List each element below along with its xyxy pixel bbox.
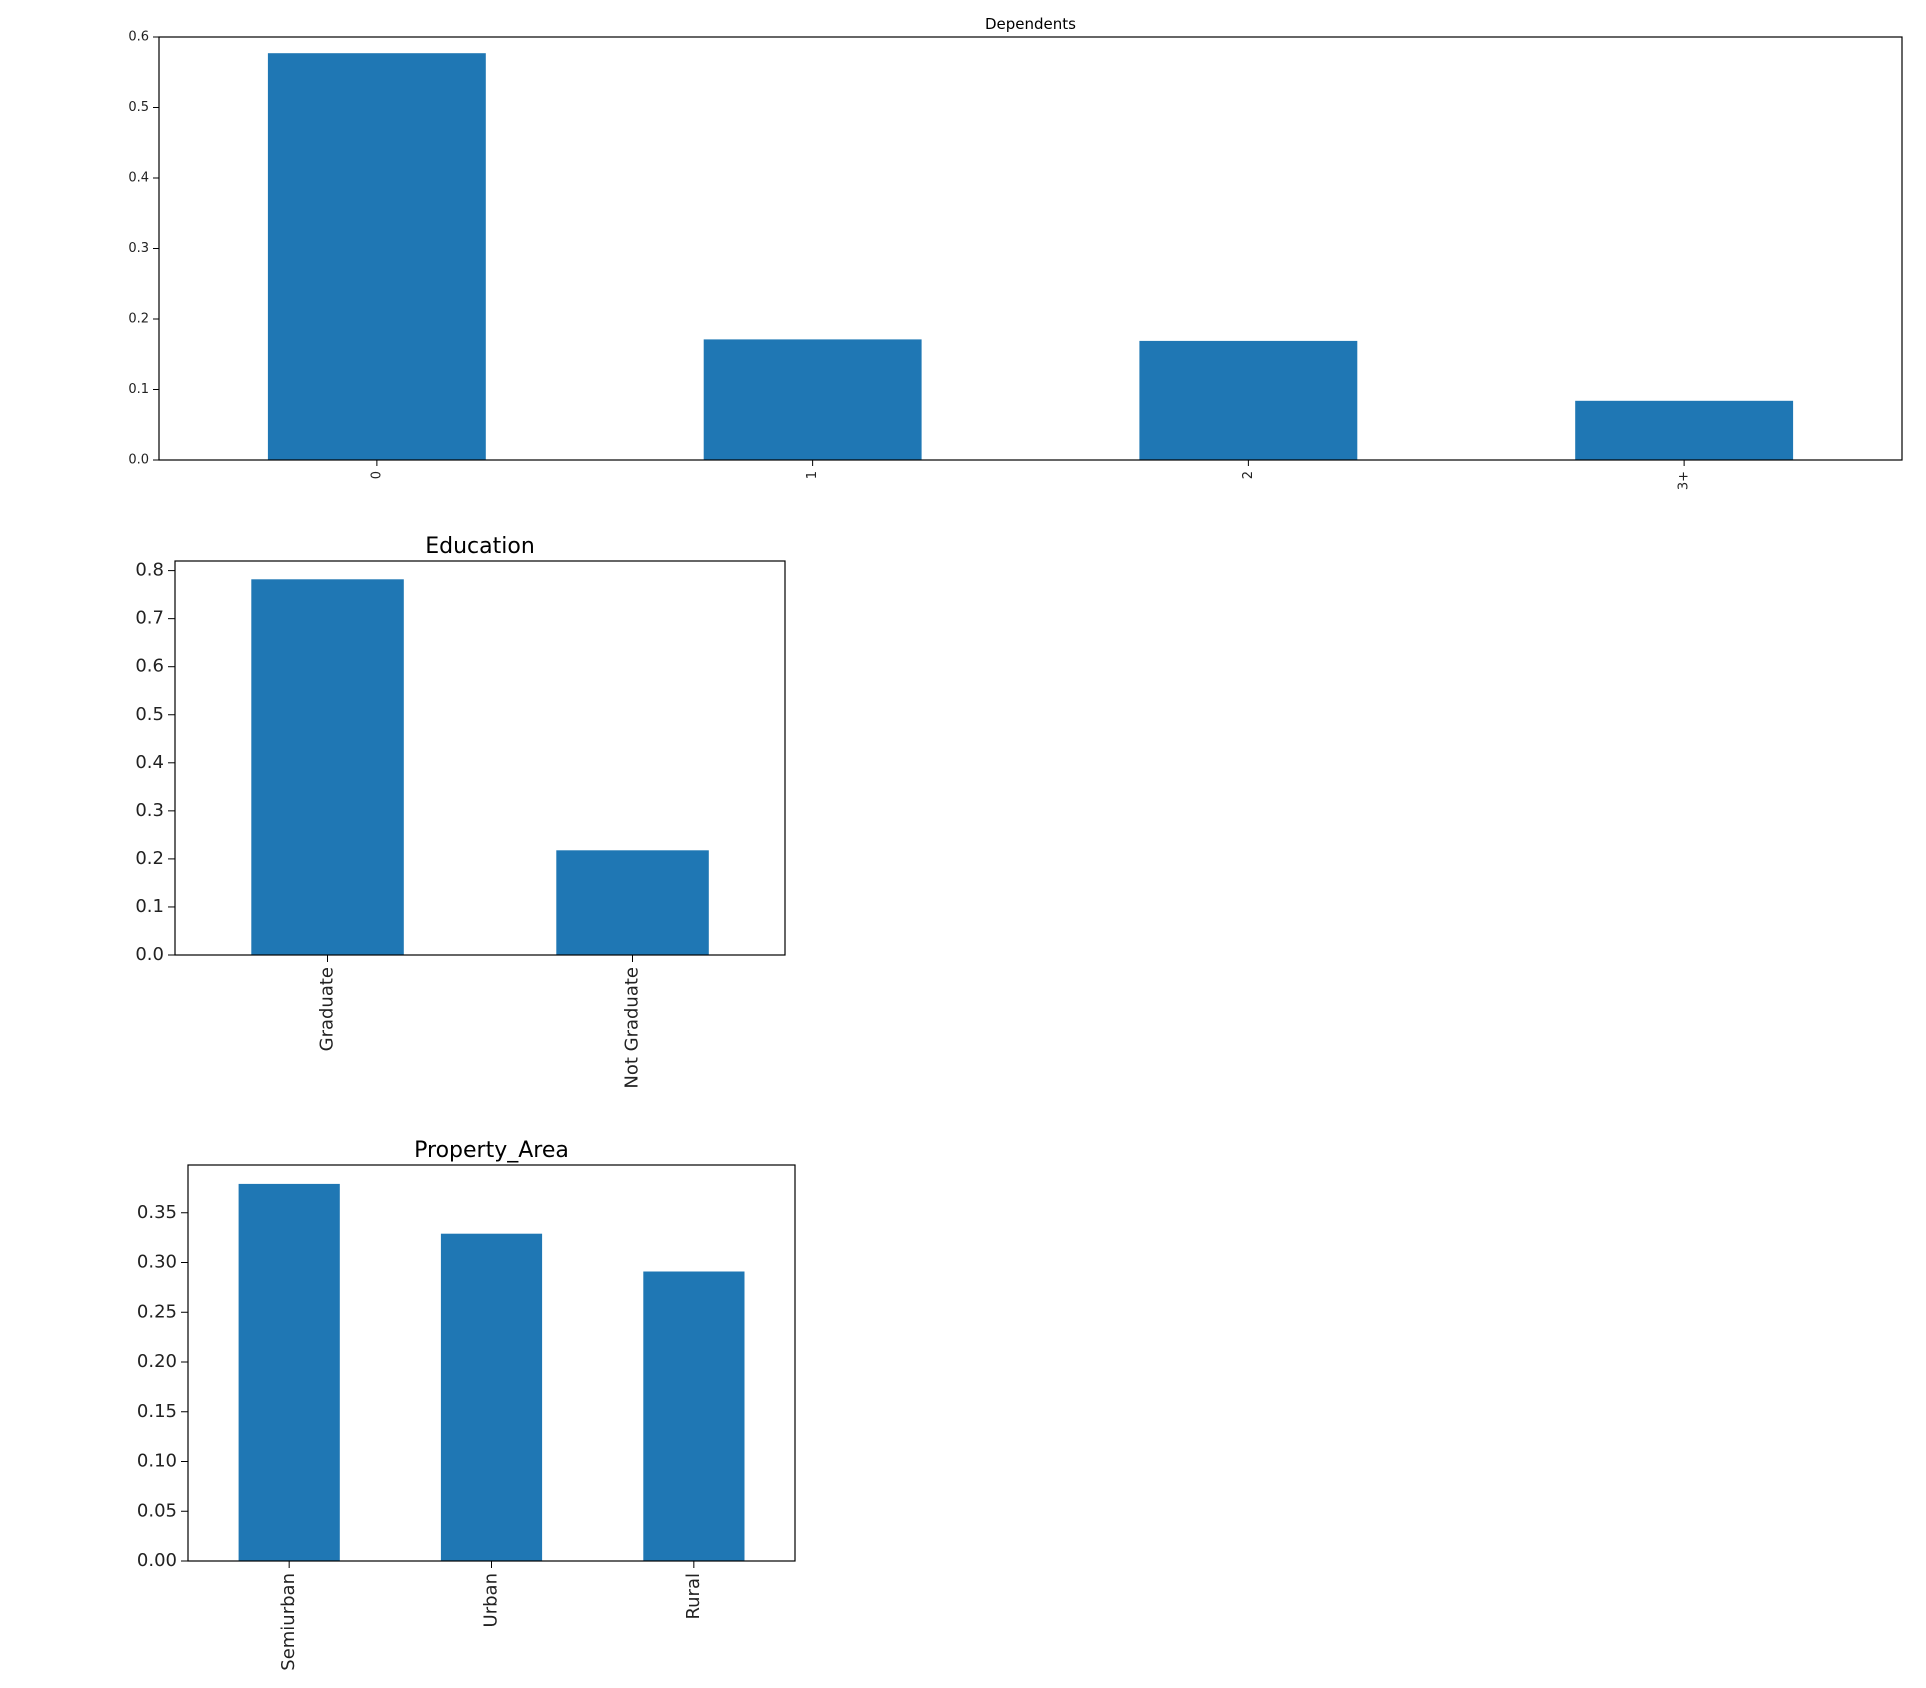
bar-3- (1575, 400, 1794, 460)
bar-not-graduate (556, 850, 709, 955)
y-tick-label: 0.20 (137, 1351, 177, 1372)
y-tick-label: 0.4 (135, 752, 164, 773)
chart-title: Education (425, 534, 535, 559)
bar-urban (440, 1233, 543, 1561)
y-tick-label: 0.0 (128, 453, 149, 468)
chart-title: Property_Area (414, 1138, 569, 1163)
x-tick-label: 3+ (1677, 471, 1692, 490)
chart-2: 0.00 0.05 0.10 0.15 0.20 0.25 0.30 0.35 Semiurba… (137, 1138, 796, 1671)
chart-1: 0.0 0.1 0.2 0.3 0.4 0.5 0.6 0.7 0.8 Graduate Not G… (135, 534, 786, 1089)
y-tick-label: 0.4 (128, 171, 149, 186)
y-tick-label: 0.3 (128, 241, 149, 256)
x-tick-label: Rural (683, 1573, 704, 1620)
y-tick-label: 0.3 (135, 800, 164, 821)
y-tick-label: 0.00 (137, 1550, 177, 1571)
y-tick-label: 0.30 (137, 1252, 177, 1273)
y-tick-label: 0.6 (128, 30, 149, 45)
y-tick-label: 0.0 (135, 944, 164, 965)
x-tick-label: Urban (481, 1573, 502, 1627)
bar-graduate (251, 579, 404, 955)
y-tick-label: 0.8 (135, 560, 164, 581)
y-tick-label: 0.5 (128, 100, 149, 115)
x-tick-label: 1 (805, 471, 820, 479)
chart-0: 0.0 0.1 0.2 0.3 0.4 0.5 0.6 0 1 2 3+ Dependents (128, 15, 1903, 490)
x-tick-label: Not Graduate (622, 967, 643, 1089)
y-tick-label: 0.35 (137, 1202, 177, 1223)
y-tick-label: 0.7 (135, 608, 164, 629)
bar-semiurban (238, 1183, 340, 1561)
chart-title: Dependents (985, 15, 1076, 33)
bar-0 (267, 53, 486, 460)
y-tick-label: 0.1 (135, 896, 164, 917)
bar-2 (1139, 340, 1358, 460)
x-tick-label: 2 (1241, 471, 1256, 479)
x-tick-label: 0 (369, 471, 384, 479)
y-tick-label: 0.05 (137, 1500, 177, 1521)
y-tick-label: 0.25 (137, 1301, 177, 1322)
y-tick-label: 0.6 (135, 656, 164, 677)
bar-rural (643, 1271, 745, 1561)
y-tick-label: 0.10 (137, 1451, 177, 1472)
y-tick-label: 0.1 (128, 382, 149, 397)
y-tick-label: 0.2 (128, 312, 149, 327)
y-tick-label: 0.2 (135, 848, 164, 869)
y-tick-label: 0.15 (137, 1401, 177, 1422)
y-tick-label: 0.5 (135, 704, 164, 725)
x-tick-label: Semiurban (278, 1573, 299, 1671)
bar-1 (703, 339, 922, 460)
x-tick-label: Graduate (317, 967, 338, 1051)
plot-frame (174, 560, 786, 956)
